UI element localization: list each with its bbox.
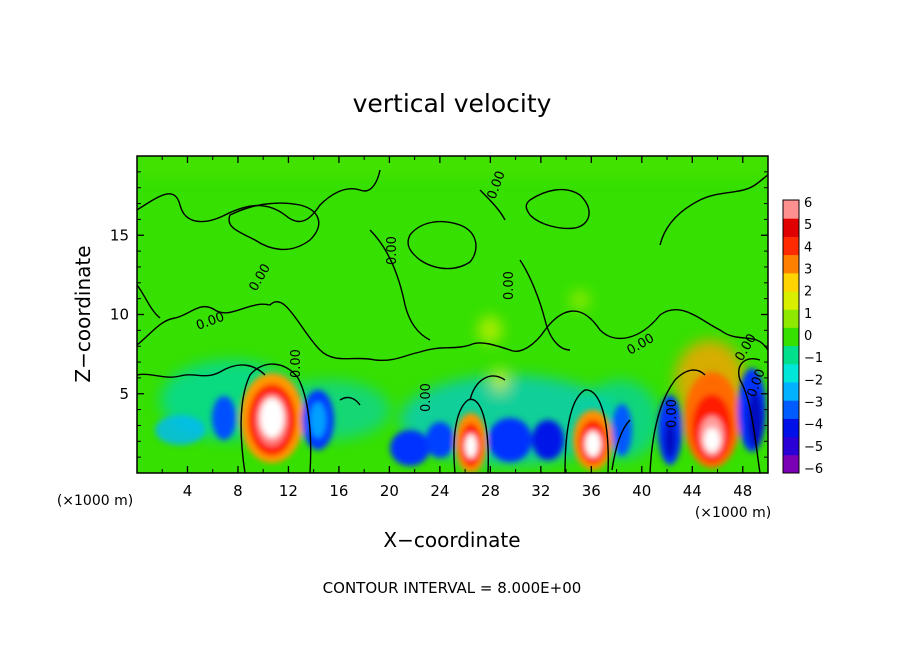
x-tick-label: 20: [380, 482, 399, 500]
colorbar-label: 6: [804, 196, 812, 211]
colorbar-label: 2: [804, 285, 812, 300]
colorbar-label: −4: [804, 418, 823, 433]
contour-label: 0.00: [502, 271, 517, 300]
colorbar-swatch: [783, 272, 799, 292]
y-tick-label: 10: [110, 306, 129, 324]
colorbar-label: 1: [804, 307, 812, 322]
colorbar: −6 −5 −4 −3 −2 −1 0 1 2 3 4 5 6: [782, 196, 823, 477]
zero-contours: [137, 169, 768, 473]
colorbar-label: −6: [804, 462, 823, 477]
x-axis-label: X−coordinate: [383, 528, 520, 552]
colorbar-label: −2: [804, 373, 823, 388]
colorbar-swatch: [783, 309, 799, 328]
x-axis-ticks: 4 8 12 16 20 24 28 32 36 40 44 48: [161, 156, 752, 500]
y-axis-ticks: 5 10 15: [110, 171, 768, 458]
plot-area: 0.00 0.00 0.00 0.00 0.00 0.00 0.00 0.00 …: [136, 155, 769, 474]
contour-label: 0.00: [385, 236, 400, 265]
x-tick-label: 12: [279, 482, 298, 500]
colorbar-swatch: [783, 382, 799, 401]
colorbar-swatch: [783, 363, 799, 383]
colorbar-label: −1: [804, 351, 823, 366]
colorbar-swatch: [783, 454, 799, 474]
x-tick-label: 48: [733, 482, 752, 500]
contour-label: 0.00: [419, 383, 434, 412]
x-tick-label: 40: [632, 482, 651, 500]
x-tick-label: 16: [329, 482, 348, 500]
colorbar-swatch: [783, 418, 799, 438]
contour-interval-note: CONTOUR INTERVAL = 8.000E+00: [323, 579, 582, 597]
colorbar-label: −3: [804, 396, 823, 411]
y-tick-label: 5: [119, 385, 129, 403]
velocity-field: 0.00 0.00 0.00 0.00 0.00 0.00 0.00 0.00 …: [137, 156, 768, 473]
x-tick-label: 44: [683, 482, 702, 500]
colorbar-label: 0: [804, 329, 812, 344]
colorbar-swatch: [783, 236, 799, 256]
x-tick-label: 8: [233, 482, 243, 500]
colorbar-swatch: [783, 345, 799, 365]
colorbar-swatch: [783, 436, 799, 456]
colorbar-swatch: [783, 254, 799, 274]
colorbar-frame: [782, 199, 800, 474]
colorbar-label: 4: [804, 240, 812, 255]
x-tick-label: 24: [430, 482, 449, 500]
colorbar-swatch: [783, 291, 799, 310]
colorbar-label: −5: [804, 440, 823, 455]
contour-label: 0.00: [289, 349, 304, 378]
x-tick-label: 28: [481, 482, 500, 500]
colorbar-label: 5: [804, 218, 812, 233]
colorbar-label: 3: [804, 263, 812, 278]
x-tick-label: 32: [531, 482, 550, 500]
contour-label: 0.00: [665, 399, 680, 428]
y-tick-label: 15: [110, 226, 129, 244]
x-unit-right: (×1000 m): [695, 505, 771, 521]
colorbar-swatch: [783, 200, 799, 219]
chart-title: vertical velocity: [353, 89, 552, 118]
x-tick-label: 36: [582, 482, 601, 500]
x-tick-label: 4: [183, 482, 193, 500]
x-unit-left: (×1000 m): [57, 493, 133, 509]
y-axis-label: Z−coordinate: [71, 245, 95, 382]
colorbar-swatch: [783, 400, 799, 419]
colorbar-swatch: [783, 327, 799, 347]
colorbar-swatch: [783, 218, 799, 237]
